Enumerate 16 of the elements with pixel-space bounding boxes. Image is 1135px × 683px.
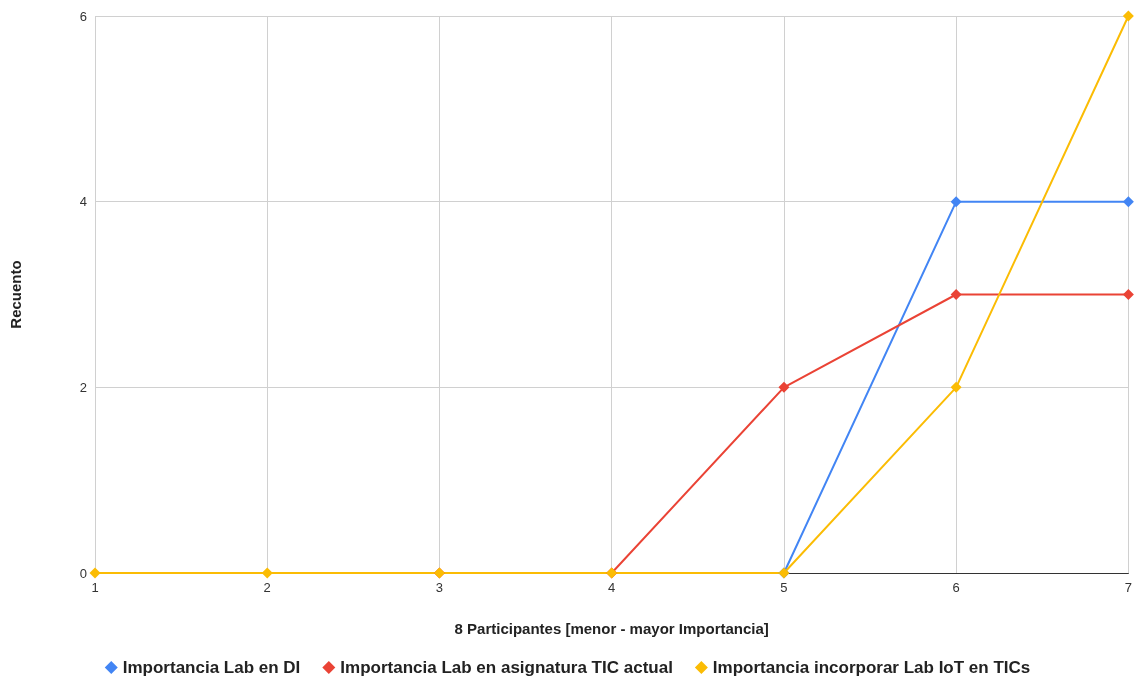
x-tick-label: 7 <box>1124 580 1132 595</box>
x-tick-label: 1 <box>91 580 99 595</box>
x-tick-label: 2 <box>263 580 271 595</box>
x-tick-label: 6 <box>952 580 960 595</box>
x-tick-label: 5 <box>780 580 788 595</box>
legend-label: Importancia incorporar Lab IoT en TICs <box>712 658 1031 677</box>
x-tick-label: 4 <box>608 580 616 595</box>
legend-label: Importancia Lab en asignatura TIC actual <box>340 658 673 677</box>
x-tick-label: 3 <box>435 580 444 595</box>
y-tick-label: 6 <box>79 8 87 24</box>
y-axis-title: Recuento <box>7 260 24 329</box>
x-axis-title: 8 Participantes [menor - mayor Importancia] <box>454 620 769 637</box>
y-tick-label: 2 <box>79 379 87 395</box>
y-tick-label: 0 <box>79 565 87 581</box>
legend-label: Importancia Lab en DI <box>122 658 301 677</box>
y-tick-label: 4 <box>79 194 87 210</box>
